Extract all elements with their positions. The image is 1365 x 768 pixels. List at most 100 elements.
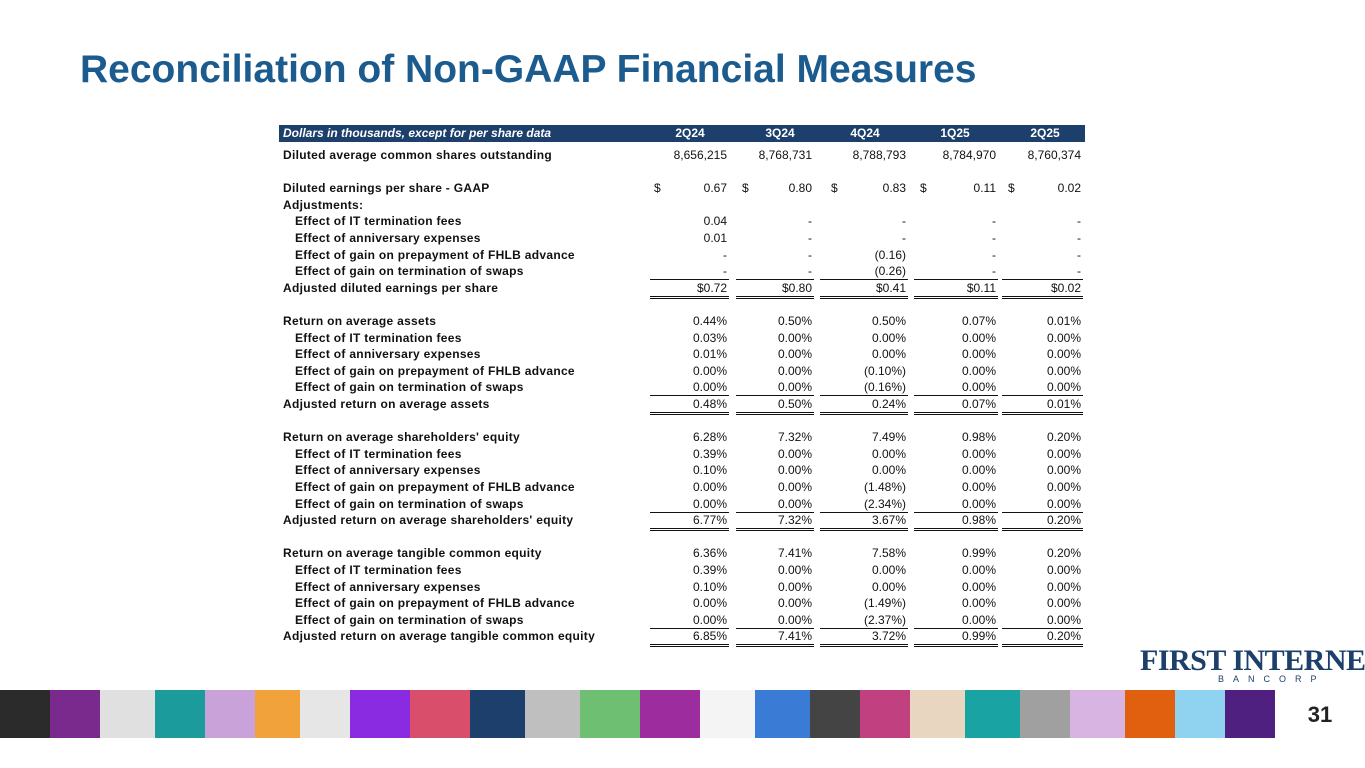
cell-value: 6.28% — [692, 430, 727, 445]
cell-value: 0.00% — [777, 380, 812, 395]
pattern-tile — [350, 690, 410, 738]
underline — [650, 511, 729, 513]
cell-value: 8,784,970 — [942, 148, 996, 162]
table-header — [279, 125, 1085, 142]
cell-value: $0.02 — [1050, 280, 1081, 295]
cell-value: 0.00% — [1046, 463, 1081, 478]
logo-name: FIRST INTERNET — [1140, 644, 1365, 677]
cell-value: 0.10% — [692, 579, 727, 594]
double-underline — [820, 646, 908, 648]
cell-value: 0.00% — [777, 480, 812, 494]
row-label: Effect of anniversary expenses — [295, 347, 481, 362]
pattern-tile — [910, 690, 965, 738]
double-underline — [820, 412, 908, 413]
pattern-tile — [1175, 690, 1225, 738]
double-underline — [914, 412, 998, 413]
pattern-tile — [810, 690, 860, 738]
row-label: Effect of gain on prepayment of FHLB adv… — [295, 247, 575, 262]
underline — [820, 395, 908, 397]
pattern-tile — [525, 690, 580, 738]
row-label: Effect of IT termination fees — [295, 446, 462, 461]
cell-value: 0.00% — [1046, 480, 1081, 494]
cell-value: 0.00% — [692, 496, 727, 511]
underline — [914, 279, 998, 281]
column-header: 2Q25 — [1030, 126, 1060, 140]
cell-value: 6.36% — [692, 546, 727, 561]
cell-value: - — [992, 264, 996, 279]
double-underline — [820, 530, 908, 532]
double-underline — [650, 295, 729, 297]
double-underline — [914, 644, 998, 646]
row-label: Effect of anniversary expenses — [295, 579, 481, 594]
cell-value: 7.49% — [871, 430, 906, 445]
cell-value: 7.58% — [871, 546, 906, 561]
logo-subtitle: BANCORP — [1218, 674, 1326, 684]
cell-value: $0.41 — [875, 280, 906, 295]
cell-value: - — [992, 231, 996, 245]
cell-value: 0.00% — [777, 446, 812, 461]
pattern-tile — [205, 690, 255, 738]
cell-value: 0.83 — [882, 181, 906, 196]
cell-value: 0.00% — [692, 480, 727, 494]
cell-value: 0.00% — [777, 563, 812, 577]
cell-value: 0.00% — [692, 363, 727, 378]
pattern-tile — [155, 690, 205, 738]
cell-value: - — [1077, 231, 1081, 245]
cell-value: 0.00% — [871, 579, 906, 594]
cell-value: 7.41% — [777, 629, 812, 644]
cell-value: 0.00% — [961, 480, 996, 494]
cell-value: 0.50% — [871, 314, 906, 328]
cell-value: - — [1077, 247, 1081, 262]
cell-value: 0.11 — [973, 181, 996, 196]
cell-value: - — [1077, 214, 1081, 229]
cell-value: 3.72% — [871, 629, 906, 644]
cell-value: 0.20% — [1046, 513, 1081, 528]
pattern-tile — [700, 690, 755, 738]
cell-value: 0.00% — [961, 446, 996, 461]
cell-value: (0.16%) — [863, 380, 906, 395]
double-underline — [914, 295, 998, 297]
row-label: Effect of gain on prepayment of FHLB adv… — [295, 480, 575, 494]
double-underline — [1002, 412, 1083, 413]
double-underline — [736, 297, 814, 299]
double-underline — [736, 528, 814, 530]
underline — [1002, 511, 1083, 513]
cell-value: 0.00% — [777, 330, 812, 345]
cell-value: 0.00% — [692, 596, 727, 611]
cell-value: 0.00% — [1046, 596, 1081, 611]
double-underline — [650, 412, 729, 413]
cell-value: 0.00% — [871, 330, 906, 345]
double-underline — [736, 295, 814, 297]
cell-value: 6.77% — [692, 513, 727, 528]
cell-value: 0.00% — [777, 612, 812, 627]
cell-value: 0.00% — [871, 446, 906, 461]
cell-value: 7.32% — [777, 513, 812, 528]
cell-value: 0.00% — [961, 612, 996, 627]
cell-value: 8,656,215 — [673, 148, 727, 162]
double-underline — [650, 646, 729, 648]
double-underline — [820, 414, 908, 415]
pattern-tile — [0, 690, 50, 738]
double-underline — [1002, 528, 1083, 530]
cell-value: 0.00% — [1046, 496, 1081, 511]
row-label: Adjusted return on average assets — [283, 397, 490, 411]
cell-value: 0.07% — [961, 314, 996, 328]
underline — [650, 395, 729, 397]
cell-value: 0.98% — [961, 430, 996, 445]
cell-value: - — [902, 231, 906, 245]
double-underline — [736, 530, 814, 532]
double-underline — [914, 528, 998, 530]
cell-value: (0.26) — [874, 264, 906, 279]
column-header: 4Q24 — [850, 126, 880, 140]
cell-value: 0.48% — [692, 397, 727, 411]
underline — [736, 279, 814, 281]
double-underline — [650, 414, 729, 415]
row-label: Diluted average common shares outstandin… — [283, 148, 553, 162]
pattern-tile — [470, 690, 525, 738]
cell-value: - — [992, 214, 996, 229]
cell-value: 0.00% — [871, 563, 906, 577]
row-label: Effect of gain on termination of swaps — [295, 264, 524, 279]
underline — [1002, 395, 1083, 397]
cell-value: 0.02 — [1057, 181, 1081, 196]
underline — [650, 279, 729, 281]
